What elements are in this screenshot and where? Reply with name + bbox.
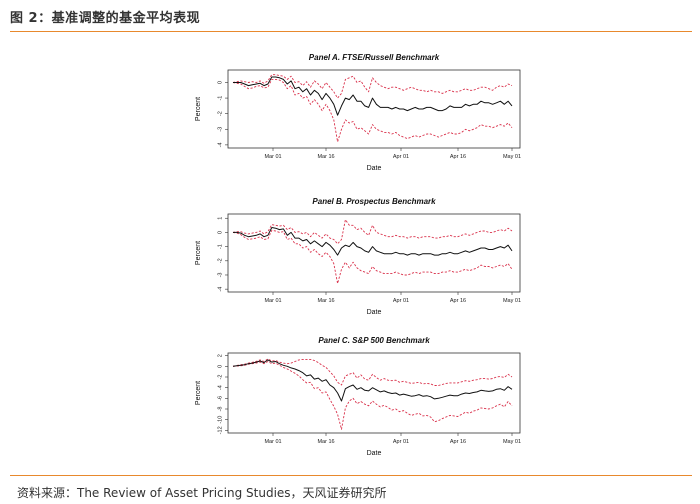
x-tick-label: Mar 16 xyxy=(317,298,334,304)
panel-title: Panel C. S&P 500 Benchmark xyxy=(318,336,430,345)
y-axis-label: Percent xyxy=(195,381,202,405)
mean-line xyxy=(233,76,513,116)
x-tick-label: May 01 xyxy=(503,439,521,445)
y-tick-label: -4 xyxy=(217,142,223,147)
upper-band-line xyxy=(232,358,513,386)
upper-band-line xyxy=(232,219,513,245)
y-tick-label: 0 xyxy=(217,365,223,368)
x-tick-label: Mar 16 xyxy=(317,439,334,445)
y-tick-label: -2 xyxy=(217,111,223,116)
x-tick-label: Mar 16 xyxy=(317,154,334,160)
y-tick-label: -6 xyxy=(217,396,223,401)
y-tick-label: -2 xyxy=(217,258,223,263)
y-tick-label: -1 xyxy=(217,96,223,101)
x-tick-label: Apr 01 xyxy=(393,298,409,304)
y-tick-label: 1 xyxy=(217,217,223,220)
x-axis-label: Date xyxy=(367,309,382,316)
x-tick-label: Apr 16 xyxy=(450,439,466,445)
x-tick-label: Apr 01 xyxy=(393,154,409,160)
y-tick-label: -10 xyxy=(217,416,223,424)
y-tick-label: -4 xyxy=(217,385,223,390)
lower-band-line xyxy=(232,229,513,284)
x-tick-label: May 01 xyxy=(503,154,521,160)
mean-line xyxy=(232,359,513,402)
panel-c-chart: Panel C. S&P 500 Benchmark Mar 01 Mar 16 Ap… xyxy=(195,336,521,457)
bottom-rule xyxy=(10,475,692,476)
panel-b-chart: Panel B. Prospectus Benchmark Mar 01 Mar 1… xyxy=(195,197,521,316)
source-note: 资料来源：The Review of Asset Pricing Studies… xyxy=(17,486,387,500)
x-tick-label: Mar 01 xyxy=(264,154,281,160)
y-tick-label: 0 xyxy=(217,81,223,84)
plot-frame xyxy=(227,213,521,293)
lower-band-line xyxy=(232,361,513,430)
x-tick-label: Apr 16 xyxy=(450,298,466,304)
lower-band-line xyxy=(232,78,513,143)
y-axis-label: Percent xyxy=(195,241,202,265)
upper-band-line xyxy=(232,74,513,99)
y-tick-label: -12 xyxy=(217,426,223,434)
plot-frame xyxy=(227,69,521,149)
y-tick-label: 0 xyxy=(217,231,223,234)
y-tick-label: -2 xyxy=(217,375,223,380)
x-tick-label: Apr 16 xyxy=(450,154,466,160)
x-axis-label: Date xyxy=(367,165,382,172)
mean-line xyxy=(233,227,513,256)
panel-title: Panel A. FTSE/Russell Benchmark xyxy=(309,53,440,62)
y-tick-label: -4 xyxy=(217,287,223,292)
figure-title: 图 2：基准调整的基金平均表现 xyxy=(10,11,201,26)
y-axis-label: Percent xyxy=(195,97,202,121)
x-tick-label: Mar 01 xyxy=(264,298,281,304)
panel-title: Panel B. Prospectus Benchmark xyxy=(312,197,436,206)
x-axis-label: Date xyxy=(367,450,382,457)
top-rule xyxy=(10,31,692,32)
y-tick-label: -3 xyxy=(217,273,223,278)
x-tick-label: Mar 01 xyxy=(264,439,281,445)
y-tick-label: -8 xyxy=(217,407,223,412)
x-tick-label: May 01 xyxy=(503,298,521,304)
y-tick-label: -1 xyxy=(217,244,223,249)
x-tick-label: Apr 01 xyxy=(393,439,409,445)
panel-a-chart: Panel A. FTSE/Russell Benchmark Mar 01 Mar… xyxy=(195,53,521,172)
y-tick-label: -3 xyxy=(217,127,223,132)
y-tick-label: 2 xyxy=(217,354,223,357)
plot-frame xyxy=(227,352,521,434)
